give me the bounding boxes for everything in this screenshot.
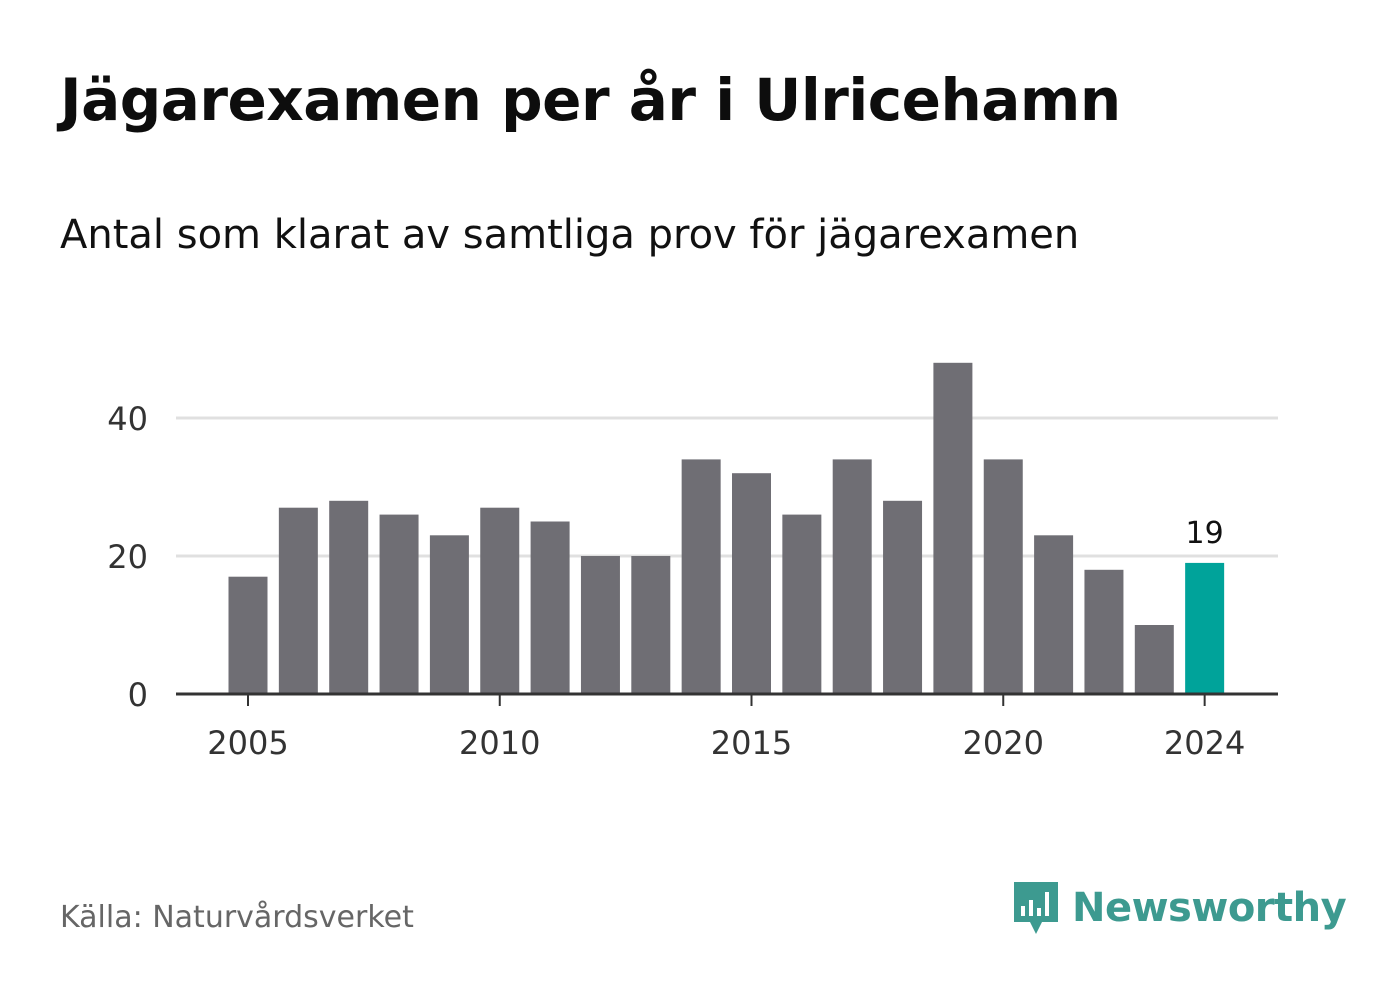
x-tick-label: 2005 (207, 724, 288, 762)
bar-2008 (379, 514, 419, 694)
axes (176, 692, 1278, 706)
bar-2009 (429, 535, 469, 694)
bar-2012 (580, 556, 620, 694)
y-tick-label: 0 (128, 676, 148, 714)
y-tick-label: 20 (107, 538, 148, 576)
bar-2017 (832, 459, 872, 694)
chart-subtitle: Antal som klarat av samtliga prov för jä… (60, 212, 1080, 258)
bar-2015 (732, 473, 771, 694)
bar-2010 (480, 507, 520, 694)
bar-2013 (631, 556, 671, 694)
x-tick-label: 2024 (1164, 724, 1245, 762)
bar-2019 (933, 362, 973, 694)
brand-logo: Newsworthy (1010, 878, 1347, 938)
chart-title: Jägarexamen per år i Ulricehamn (60, 66, 1121, 134)
bar-2006 (278, 507, 318, 694)
newsworthy-logo-icon (1014, 882, 1058, 934)
bar-2021 (1034, 535, 1074, 694)
bar-2007 (329, 500, 369, 694)
bar-2023 (1134, 625, 1174, 694)
bar-2014 (681, 459, 721, 694)
y-tick-label: 40 (107, 400, 148, 438)
brand-name: Newsworthy (1072, 885, 1347, 931)
bar-2011 (530, 521, 570, 694)
x-tick-label: 2010 (459, 724, 540, 762)
bar-2020 (983, 459, 1023, 694)
bar-2018 (883, 500, 923, 694)
source-note: Källa: Naturvårdsverket (60, 900, 414, 935)
x-tick-label: 2015 (711, 724, 792, 762)
x-tick-label: 2020 (963, 724, 1044, 762)
bar-value-label: 19 (1186, 516, 1224, 551)
bar-2024 (1185, 562, 1225, 694)
bars (228, 362, 1225, 694)
bar-2022 (1084, 569, 1124, 694)
bar-2005 (228, 576, 268, 694)
bar-2016 (782, 514, 822, 694)
labels: 0 20 40 19 2005 2010 2015 2020 2024 (107, 400, 1245, 762)
